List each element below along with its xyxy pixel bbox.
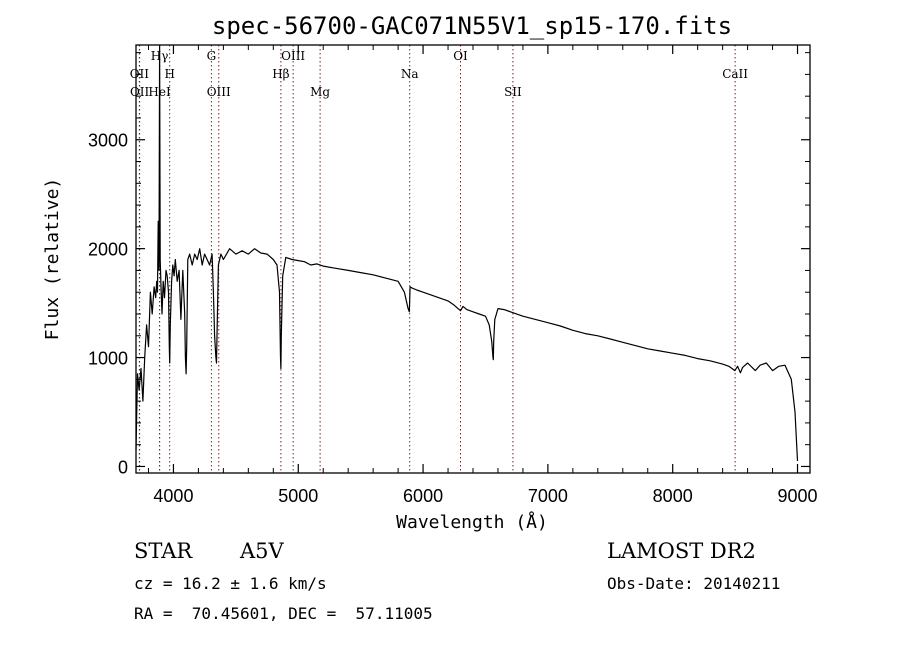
spectral-line-label: OIII bbox=[207, 85, 231, 99]
spectral-line-label: Hβ bbox=[272, 67, 289, 81]
x-axis-label: Wavelength (Å) bbox=[396, 511, 548, 533]
spectral-line-label: H bbox=[164, 67, 174, 81]
spectral-line-label: OII bbox=[130, 85, 150, 99]
object-class: STAR bbox=[134, 539, 193, 563]
spectrum-line bbox=[135, 44, 799, 462]
spectral-line-label: Mg bbox=[310, 85, 330, 99]
observation-date: Obs-Date: 20140211 bbox=[607, 574, 780, 593]
x-axis-ticks: 4000 5000 6000 7000 8000 9000 bbox=[147, 45, 818, 506]
spectral-line-label: SII bbox=[504, 85, 522, 99]
y-axis-ticks: 0 1000 2000 3000 bbox=[88, 52, 810, 477]
x-tick-label: 7000 bbox=[528, 486, 568, 506]
y-tick-label: 1000 bbox=[88, 349, 128, 369]
object-subclass: A5V bbox=[239, 539, 285, 563]
x-tick-label: 4000 bbox=[153, 486, 193, 506]
spectral-line-label: Na bbox=[401, 67, 419, 81]
spectral-line-label: CaII bbox=[722, 67, 748, 81]
survey-name: LAMOST DR2 bbox=[607, 539, 756, 563]
y-tick-label: 2000 bbox=[88, 240, 128, 260]
spectral-line-label: OI bbox=[453, 49, 468, 63]
chart-title: spec-56700-GAC071N55V1_sp15-170.fits bbox=[212, 12, 732, 40]
plot-frame bbox=[135, 44, 811, 474]
y-tick-label: 3000 bbox=[88, 131, 128, 151]
x-tick-label: 8000 bbox=[653, 486, 693, 506]
x-tick-label: 9000 bbox=[777, 486, 817, 506]
spectral-line-label: OIII bbox=[281, 49, 305, 63]
redshift-value: cz = 16.2 ± 1.6 km/s bbox=[134, 574, 327, 593]
spectral-line-markers bbox=[138, 45, 736, 473]
y-axis-label: Flux (relative) bbox=[42, 178, 63, 341]
x-tick-label: 5000 bbox=[278, 486, 318, 506]
x-tick-label: 6000 bbox=[403, 486, 443, 506]
y-tick-label: 0 bbox=[118, 457, 128, 477]
spectral-line-label: G bbox=[207, 49, 217, 63]
sky-coordinates: RA = 70.45601, DEC = 57.11005 bbox=[134, 604, 433, 623]
